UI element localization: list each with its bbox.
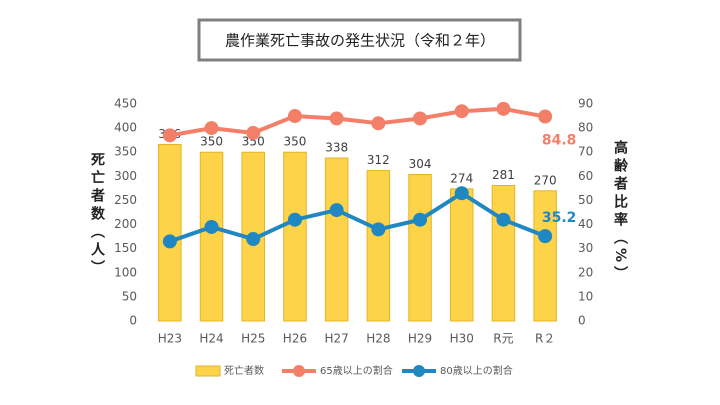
y-tick-label: 150 [114, 241, 137, 255]
line-marker [162, 234, 177, 249]
bar [283, 151, 307, 322]
line-marker [329, 203, 344, 218]
y-axis-label: 死亡者数（人） [89, 152, 106, 278]
y2-tick-label: 20 [578, 265, 593, 279]
y-tick-label: 300 [114, 169, 137, 183]
line-marker [287, 212, 302, 227]
line-marker [246, 232, 261, 247]
x-tick-label: R元 [493, 332, 513, 346]
y-tick-label: 450 [114, 97, 137, 111]
legend-label: 80歳以上の割合 [440, 364, 513, 377]
line [169, 106, 546, 138]
x-tick-label: H24 [199, 332, 223, 346]
y-tick-label: 350 [114, 145, 137, 159]
y-tick-label: 200 [114, 217, 137, 231]
bar [324, 157, 349, 322]
y2-tick-label: 90 [578, 97, 593, 111]
x-tick-label: H28 [366, 332, 390, 346]
title-box [197, 18, 522, 62]
bar [449, 188, 474, 322]
line [169, 190, 546, 244]
y-tick-label: 0 [129, 314, 137, 328]
y2-tick-label: 60 [578, 169, 593, 183]
y2-axis-label: 高齢者比率（%） [612, 139, 629, 284]
bar [491, 184, 516, 322]
x-tick-label: R２ [535, 332, 555, 346]
x-tick-label: H23 [158, 332, 182, 346]
bar-value-label: 350 [200, 135, 223, 149]
line-marker [162, 128, 177, 143]
legend-swatch [293, 365, 305, 377]
x-tick-label: H30 [450, 332, 474, 346]
y2-tick-label: 0 [578, 314, 586, 328]
bar-value-label: 281 [492, 168, 515, 182]
legend-label: 死亡者数 [224, 364, 264, 377]
line-marker [454, 104, 469, 119]
bar-value-label: 350 [283, 135, 306, 149]
y-tick-label: 50 [122, 289, 137, 303]
line-marker [413, 212, 428, 227]
line-marker [496, 101, 511, 116]
y2-tick-label: 50 [578, 193, 593, 207]
line-value-label: 35.2 [542, 210, 577, 226]
line-marker [371, 116, 386, 131]
bar-value-label: 274 [450, 171, 473, 185]
line-marker [538, 109, 553, 124]
line-marker [204, 121, 219, 136]
line-marker [496, 212, 511, 227]
y2-tick-label: 40 [578, 217, 593, 231]
line-marker [371, 222, 386, 237]
bar [366, 170, 391, 322]
bar [158, 144, 182, 322]
legend-label: 65歳以上の割合 [320, 364, 393, 377]
legend-swatch [413, 365, 425, 377]
bar-value-label: 270 [534, 173, 557, 187]
bar [408, 173, 432, 322]
y-tick-label: 400 [114, 121, 137, 135]
x-tick-label: H26 [283, 332, 307, 346]
y2-tick-label: 30 [578, 241, 593, 255]
line-marker [246, 125, 261, 140]
line-marker [204, 219, 219, 234]
y2-tick-label: 10 [578, 289, 593, 303]
bar-value-label: 304 [409, 157, 432, 171]
bar-value-label: 312 [367, 153, 390, 167]
y-tick-label: 100 [114, 265, 137, 279]
bar-value-label: 350 [242, 135, 265, 149]
line-marker [413, 111, 428, 126]
y-tick-label: 250 [114, 193, 137, 207]
line-marker [287, 109, 302, 124]
bar [199, 151, 224, 322]
y2-tick-label: 70 [578, 145, 593, 159]
x-tick-label: H29 [408, 332, 432, 346]
line-marker [329, 111, 344, 126]
chart-title: 農作業死亡事故の発生状況（令和２年） [225, 32, 495, 50]
line-marker [454, 186, 469, 201]
line-marker [538, 229, 553, 244]
bar-value-label: 338 [325, 141, 348, 155]
y2-tick-label: 80 [578, 121, 593, 135]
x-tick-label: H25 [241, 332, 265, 346]
legend-swatch [195, 365, 221, 377]
line-value-label: 84.8 [542, 133, 577, 149]
x-tick-label: H27 [325, 332, 349, 346]
bar [533, 190, 557, 322]
